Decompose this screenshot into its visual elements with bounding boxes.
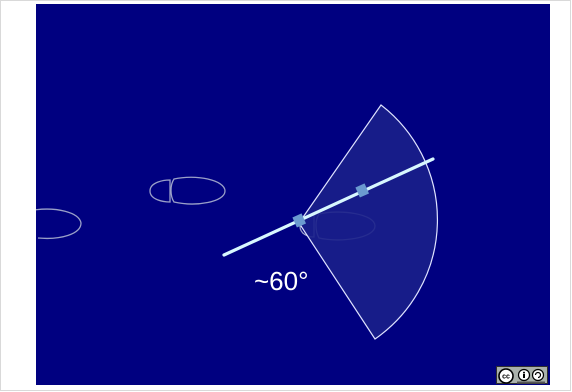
license-badge[interactable]: cc: [496, 366, 548, 384]
slide-canvas: ~60°: [36, 4, 550, 385]
footprint-left: [36, 208, 82, 240]
diagram-svg: [36, 104, 438, 340]
angle-label: ~60°: [254, 266, 309, 296]
vision-sector: [298, 104, 438, 340]
joint-marker-far: [355, 183, 370, 198]
svg-text:cc: cc: [502, 374, 510, 381]
attribution-icon: [517, 368, 531, 382]
cc-icon: cc: [498, 368, 514, 384]
ray-line: [222, 157, 435, 257]
footprint-middle: [149, 176, 226, 205]
share-alike-icon: [531, 368, 545, 382]
joint-marker-near: [292, 213, 307, 228]
